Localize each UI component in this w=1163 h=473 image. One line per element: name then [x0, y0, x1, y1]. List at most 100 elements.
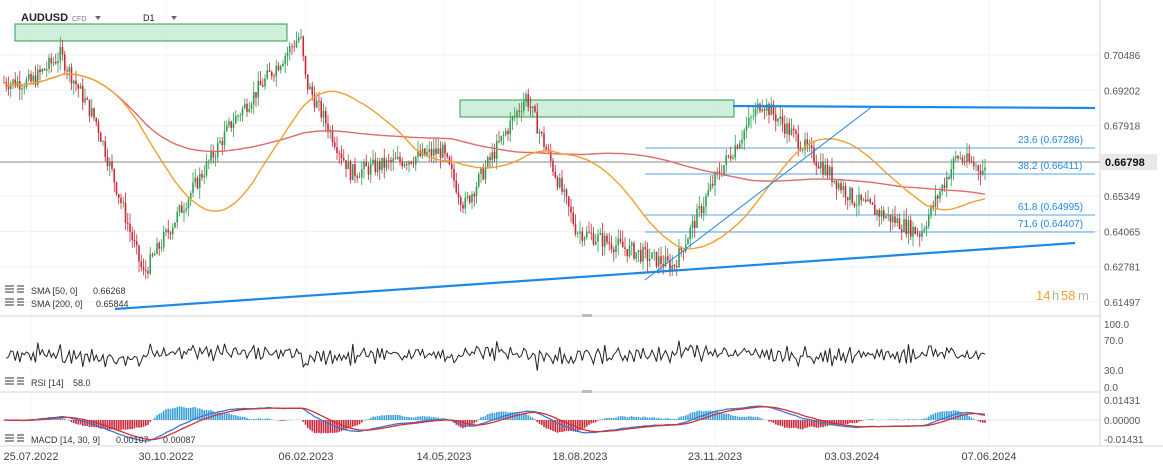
candle-body	[135, 241, 138, 246]
symbol-label[interactable]: AUDUSD	[21, 12, 68, 24]
date-tick-label: 18.08.2023	[552, 451, 607, 463]
candle-body	[633, 243, 635, 259]
candle-body	[7, 86, 10, 90]
candle-body	[457, 192, 460, 198]
sma50-visibility-icon[interactable]	[17, 285, 24, 293]
candle-body	[399, 156, 401, 162]
candle-body	[590, 232, 593, 234]
candle-body	[288, 46, 291, 53]
timeframe-dropdown-icon[interactable]	[171, 16, 177, 20]
rsi-line[interactable]	[6, 340, 986, 371]
candle-body	[534, 106, 536, 112]
candle-body	[777, 118, 779, 122]
support-trendline[interactable]	[114, 241, 1076, 311]
macd-settings-icon[interactable]	[5, 434, 14, 442]
candle-body	[158, 243, 161, 249]
candle-body	[99, 132, 102, 142]
fibonacci-anchor-line[interactable]	[644, 105, 874, 281]
candle-body	[108, 161, 111, 166]
candle-body	[27, 74, 30, 80]
candle-body	[790, 128, 793, 135]
candle-body	[639, 250, 642, 262]
candle-body	[914, 227, 917, 234]
sma50-label: SMA [50, 0]	[31, 286, 78, 296]
date-axis[interactable]: 25.07.2022 30.10.2022 06.02.2023 14.05.2023…	[3, 451, 1016, 463]
candle-body	[768, 103, 770, 116]
candle-body	[606, 235, 608, 243]
sma-legend[interactable]: SMA [50, 0] 0.66268 SMA [200, 0] 0.65844	[5, 285, 129, 309]
candle-body	[160, 247, 163, 249]
sma50-value: 0.66268	[93, 286, 126, 296]
sma-200-line[interactable]	[3, 73, 986, 195]
sma200-settings-icon[interactable]	[5, 298, 14, 306]
candle-body	[608, 242, 611, 244]
sma-50-line[interactable]	[3, 73, 986, 250]
price-axis[interactable]: 0.70486 0.69202 0.67918 0.65349 0.64065 0.627…	[1104, 51, 1141, 309]
candle-body	[241, 108, 244, 116]
candle-body	[772, 104, 775, 115]
instrument-type-label: CFD	[72, 16, 86, 23]
macd-resize-handle[interactable]	[582, 390, 592, 393]
candle-body	[651, 252, 653, 259]
candle-body	[889, 214, 892, 223]
candle-body	[446, 153, 449, 157]
resistance-trendline[interactable]	[732, 104, 1096, 110]
candle-body	[284, 56, 287, 64]
candle-body	[228, 121, 230, 126]
macd-line[interactable]	[3, 405, 986, 442]
candle-body	[223, 131, 226, 146]
candle-body	[441, 144, 444, 158]
candle-body	[219, 141, 221, 143]
rsi-settings-icon[interactable]	[5, 377, 14, 385]
macd-signal-line[interactable]	[4, 406, 986, 441]
candle-body	[347, 161, 350, 170]
candle-body	[671, 264, 674, 271]
candle-body	[48, 57, 50, 69]
rsi-visibility-icon[interactable]	[17, 377, 24, 385]
candle-body	[932, 205, 935, 207]
symbol-dropdown-icon[interactable]	[95, 16, 101, 20]
candle-body	[804, 139, 806, 150]
candle-body	[833, 180, 836, 183]
candle-body	[781, 116, 784, 124]
timeframe-label[interactable]: D1	[143, 13, 155, 23]
rsi-legend[interactable]: RSI [14] 58.0	[5, 377, 91, 388]
fib-label-618: 61.8 (0.64995)	[1018, 202, 1083, 213]
candle-body	[417, 150, 419, 157]
candle-body	[153, 254, 156, 256]
candle-body	[147, 270, 149, 274]
candle-body	[437, 148, 440, 154]
candle-body	[39, 69, 41, 72]
candle-body	[824, 164, 827, 175]
macd-visibility-icon[interactable]	[17, 434, 24, 442]
candle-body	[495, 141, 498, 159]
price-tick-label: 0.65349	[1104, 192, 1141, 203]
candle-body	[844, 186, 847, 198]
candle-body	[351, 164, 354, 181]
candle-body	[894, 216, 896, 223]
candle-body	[302, 36, 305, 57]
candle-body	[257, 81, 260, 98]
candle-body	[320, 100, 323, 118]
price-tick-label: 0.67918	[1104, 122, 1141, 133]
candle-body	[102, 141, 104, 142]
candle-body	[279, 66, 282, 71]
chart-header[interactable]: AUDUSD CFD D1	[21, 12, 177, 24]
candle-body	[237, 115, 239, 117]
candle-body	[52, 61, 55, 64]
candle-body	[408, 161, 410, 165]
candle-body	[878, 210, 881, 217]
sma50-settings-icon[interactable]	[5, 285, 14, 293]
candle-body	[122, 202, 125, 204]
supply-zone-1[interactable]	[14, 23, 288, 42]
candle-body	[707, 190, 710, 196]
supply-zone-2[interactable]	[459, 99, 735, 118]
candle-body	[372, 159, 374, 164]
candle-body	[57, 60, 59, 64]
rsi-resize-handle[interactable]	[582, 314, 592, 317]
candle-body	[149, 254, 152, 274]
candle-body	[239, 115, 242, 117]
sma200-visibility-icon[interactable]	[17, 298, 24, 306]
macd-legend[interactable]: MACD [14, 30, 9] 0.00107 0.00087	[5, 434, 196, 445]
